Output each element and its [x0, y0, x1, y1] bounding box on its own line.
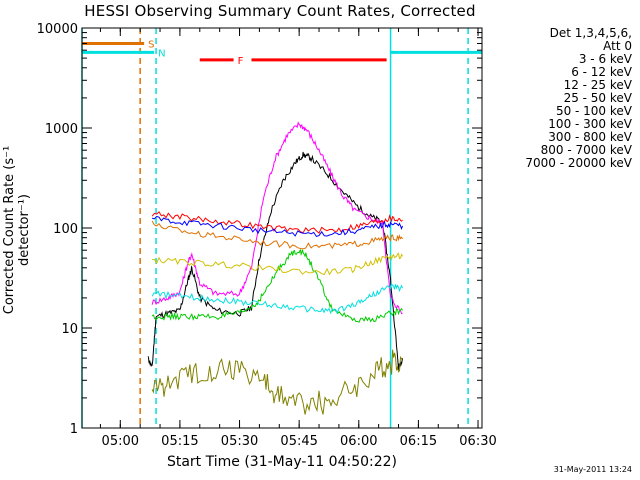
legend-entry-label: 6 - 12 keV [571, 65, 632, 79]
x-tick-label-3: 05:45 [280, 434, 317, 449]
legend: Det 1,3,4,5,6, Att 0 3 - 6 keV 6 - 12 keV… [482, 27, 632, 170]
legend-entry-1: 6 - 12 keV [482, 66, 632, 79]
legend-entry-0: 3 - 6 keV [482, 53, 632, 66]
x-tick-label-0: 05:00 [102, 434, 139, 449]
series-line-0 [147, 151, 403, 371]
series-line-6 [151, 215, 403, 237]
legend-entry-label: 3 - 6 keV [578, 52, 632, 66]
legend-entry-label: 800 - 7000 keV [540, 143, 632, 157]
legend-entry-2: 12 - 25 keV [482, 79, 632, 92]
legend-entry-label: 300 - 800 keV [548, 130, 632, 144]
legend-entry-label: 100 - 300 keV [548, 117, 632, 131]
x-axis-label: Start Time (31-May-11 04:50:22) [166, 454, 398, 470]
y-tick-label-1: 10 [61, 322, 78, 337]
legend-entry-label: 12 - 25 keV [563, 78, 632, 92]
legend-entry-label: 25 - 50 keV [563, 91, 632, 105]
chart-title: HESSI Observing Summary Count Rates, Cor… [84, 2, 476, 20]
x-tick-label-4: 06:00 [340, 434, 377, 449]
series-line-8 [151, 349, 403, 415]
series-line-3 [151, 283, 403, 315]
x-tick-label-6: 06:30 [459, 434, 496, 449]
legend-entry-7: 800 - 7000 keV [482, 144, 632, 157]
y-axis-label: Corrected Count Rate (s⁻¹ detector⁻¹) [2, 145, 32, 315]
y-tick-label-4: 10000 [37, 22, 78, 37]
legend-entry-6: 300 - 800 keV [482, 131, 632, 144]
legend-entry-8: 7000 - 20000 keV [482, 157, 632, 170]
x-tick-label-1: 05:15 [161, 434, 198, 449]
y-tick-label-2: 100 [53, 222, 78, 237]
legend-entry-5: 100 - 300 keV [482, 118, 632, 131]
flag-label-s: S [148, 39, 154, 50]
series-line-7 [151, 220, 403, 250]
legend-header-line-1: Det 1,3,4,5,6, [549, 26, 632, 40]
flag-label-n: N [158, 48, 165, 59]
y-tick-label-3: 1000 [45, 122, 78, 137]
series-line-2 [151, 249, 403, 323]
x-tick-label-2: 05:30 [221, 434, 258, 449]
legend-entry-4: 50 - 100 keV [482, 105, 632, 118]
x-tick-label-5: 06:15 [400, 434, 437, 449]
series-line-1 [151, 121, 403, 315]
legend-entry-label: 50 - 100 keV [555, 104, 632, 118]
y-tick-label-0: 1 [70, 422, 78, 437]
legend-header-line-2: Att 0 [603, 39, 632, 53]
legend-entry-3: 25 - 50 keV [482, 92, 632, 105]
series-line-4 [152, 252, 403, 276]
flag-label-f: F [238, 56, 244, 67]
legend-entry-label: 7000 - 20000 keV [525, 156, 632, 170]
timestamp: 31-May-2011 13:24 [553, 465, 632, 474]
